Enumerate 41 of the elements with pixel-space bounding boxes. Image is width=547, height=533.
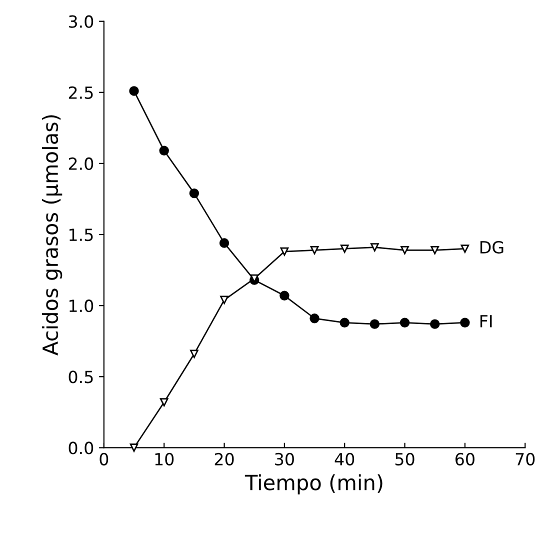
point xyxy=(220,296,228,304)
point xyxy=(400,246,409,254)
x-tick-label: 70 xyxy=(516,452,535,466)
y-tick-label: 0.0 xyxy=(68,442,94,454)
y-tick-label: 2.0 xyxy=(68,157,94,170)
x-tick-label: 10 xyxy=(155,452,174,466)
point xyxy=(130,444,138,452)
point xyxy=(129,86,139,96)
series-label: DG xyxy=(480,240,504,254)
point xyxy=(159,146,169,156)
x-axis-title: Tiempo (min) xyxy=(244,474,382,494)
point xyxy=(219,238,230,248)
point xyxy=(189,188,200,198)
y-tick-label: 2.5 xyxy=(68,86,93,99)
point xyxy=(370,243,379,252)
x-tick-label: 60 xyxy=(456,452,474,466)
y-tick-label: 1.5 xyxy=(70,228,93,242)
x-tick-label: 40 xyxy=(334,452,354,466)
x-tick-label: 20 xyxy=(214,452,234,466)
point xyxy=(370,319,380,329)
point xyxy=(460,244,470,253)
x-tick-label: 0 xyxy=(100,452,108,466)
point xyxy=(430,319,440,329)
y-tick-label: 1.0 xyxy=(70,300,94,312)
point xyxy=(310,314,320,324)
x-tick-label: 30 xyxy=(275,452,294,466)
point xyxy=(280,290,290,300)
y-axis-title: Acidos grasos (μmolas) xyxy=(42,115,62,356)
point xyxy=(340,244,349,253)
point xyxy=(430,246,440,254)
y-tick-label: 0.5 xyxy=(68,370,93,384)
x-tick-label: 50 xyxy=(395,452,414,466)
series-label: FI xyxy=(480,315,492,328)
point xyxy=(460,318,470,328)
point xyxy=(340,318,350,328)
point xyxy=(400,318,410,328)
point xyxy=(310,246,319,254)
point xyxy=(160,398,168,406)
point xyxy=(190,350,198,358)
point xyxy=(280,247,289,256)
y-tick-label: 3.0 xyxy=(68,15,94,28)
